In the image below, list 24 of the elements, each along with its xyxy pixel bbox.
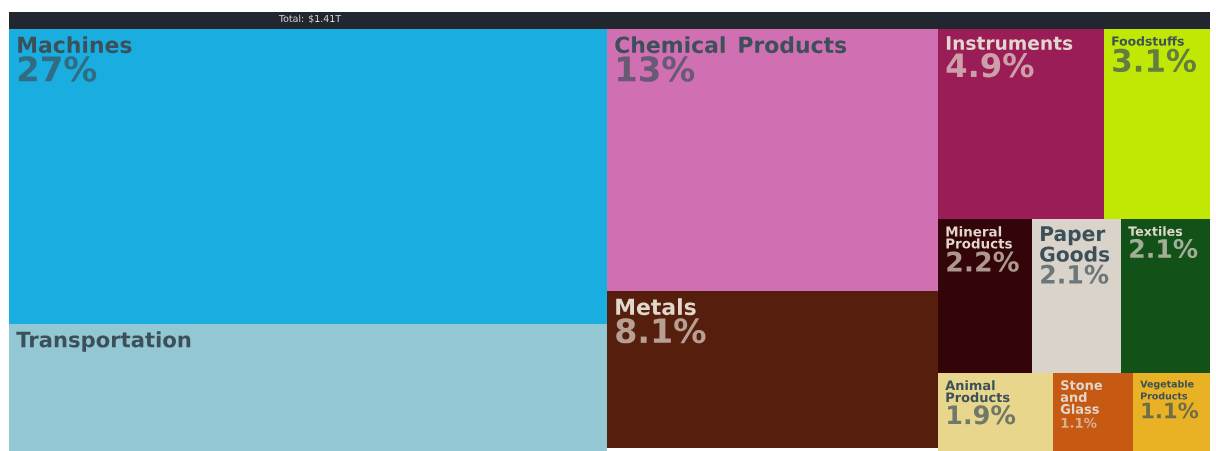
category-label: Chemical Products	[615, 36, 847, 54]
category-label: Textiles	[1128, 226, 1183, 236]
category-label: Animal Products	[945, 380, 1010, 403]
data-label: 8.1%	[616, 318, 706, 344]
category-label: Transportation	[16, 331, 191, 352]
category-label: Foodstuffs	[1112, 36, 1184, 46]
data-label: 27%	[18, 56, 97, 82]
category-label: Machines	[18, 36, 132, 54]
data-label: 2.1%	[1041, 264, 1109, 284]
category-label: Metals	[616, 298, 696, 316]
data-label: 13%	[618, 56, 695, 82]
data-label: 1.9%	[948, 405, 1016, 425]
data-label: 2.1%	[1130, 238, 1198, 259]
data-label: 4.9%	[946, 53, 1034, 78]
data-label: 3.1%	[1113, 48, 1196, 73]
text: Total: $1.41T	[278, 14, 342, 24]
data-label: 1.1%	[1061, 417, 1097, 428]
data-label: 1.1%	[1142, 402, 1199, 419]
category-label: Vegetable Products	[1140, 380, 1194, 400]
category-label: Mineral Products	[946, 226, 1012, 249]
category-label: Stone and Glass	[1060, 380, 1102, 414]
category-label: Instruments	[946, 36, 1073, 51]
data-label: 2.2%	[947, 251, 1019, 272]
category-label: Paper Goods	[1040, 226, 1110, 262]
